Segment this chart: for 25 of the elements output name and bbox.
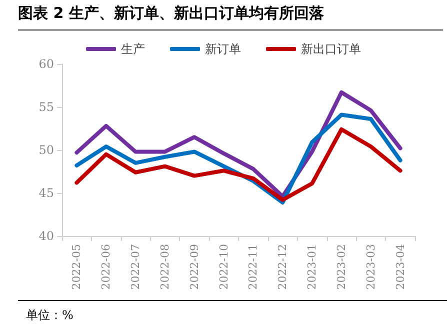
x-tick-label: 2023-03 bbox=[364, 244, 378, 290]
x-tick-label: 2022-08 bbox=[158, 244, 172, 290]
y-tick-label: 50 bbox=[38, 143, 54, 157]
legend-label: 生产 bbox=[121, 42, 145, 56]
y-tick-label: 60 bbox=[38, 57, 54, 71]
x-tick-label: 2023-04 bbox=[394, 244, 407, 290]
line-series bbox=[74, 90, 402, 198]
x-tick-label: 2023-01 bbox=[306, 244, 319, 290]
chart-title: 图表 2 生产、新订单、新出口订单均有所回落 bbox=[18, 4, 443, 31]
x-tick-label: 2022-12 bbox=[276, 244, 290, 290]
x-tick-label: 2023-02 bbox=[334, 244, 348, 290]
x-tick-label: 2022-11 bbox=[246, 244, 260, 290]
y-tick-label: 55 bbox=[38, 100, 54, 114]
legend-label: 新订单 bbox=[205, 42, 241, 56]
x-tick-label: 2022-09 bbox=[188, 244, 201, 290]
x-tick-label: 2022-05 bbox=[70, 244, 84, 290]
y-tick-label: 45 bbox=[38, 186, 54, 200]
legend-label: 新出口订单 bbox=[301, 42, 361, 56]
line-series bbox=[74, 112, 402, 204]
text: 单位：% bbox=[18, 300, 447, 324]
y-tick-label: 40 bbox=[38, 229, 54, 243]
x-tick-label: 2022-07 bbox=[129, 244, 142, 290]
x-tick-label: 2022-06 bbox=[100, 244, 113, 290]
line-series bbox=[74, 127, 402, 202]
x-tick-label: 2022-10 bbox=[217, 244, 230, 290]
